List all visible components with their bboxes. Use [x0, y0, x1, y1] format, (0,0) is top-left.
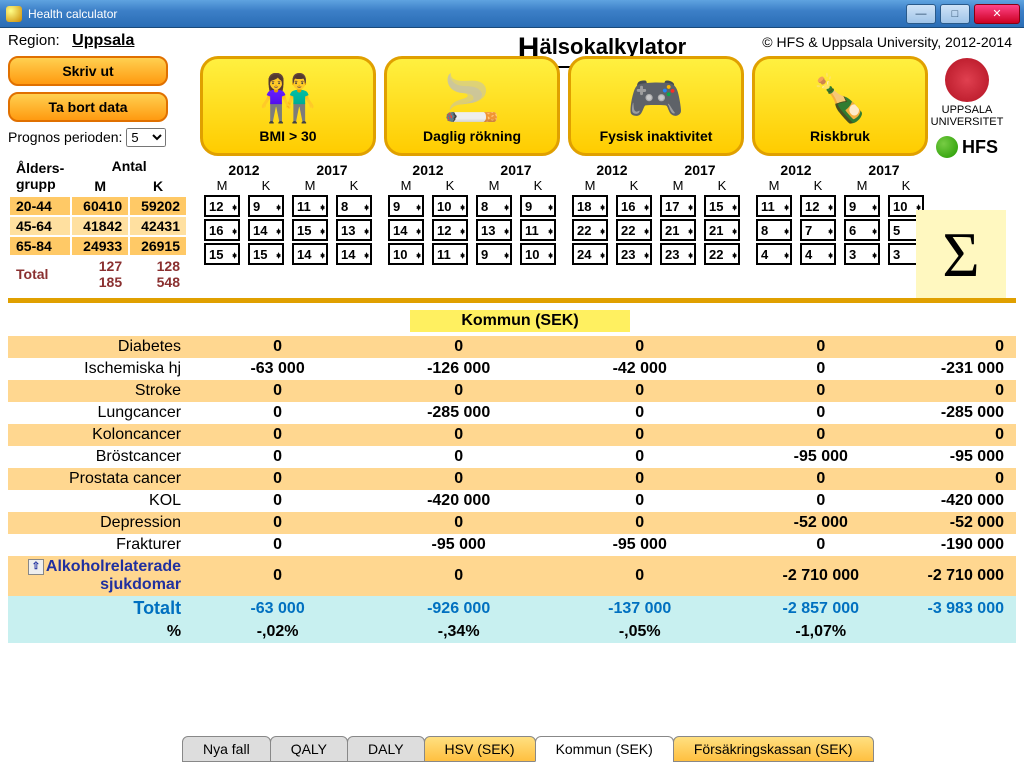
value-spinner[interactable]: 9	[476, 243, 512, 265]
value-spinner[interactable]: 22	[704, 243, 740, 265]
results-table: Diabetes00000Ischemiska hj-63 000-126 00…	[8, 336, 1016, 643]
uppsala-logo-icon	[945, 58, 989, 102]
value-spinner[interactable]: 13	[476, 219, 512, 241]
tab-nya-fall[interactable]: Nya fall	[182, 736, 271, 762]
hfs-label: HFS	[962, 137, 998, 158]
value-spinner[interactable]: 11	[756, 195, 792, 217]
value-spinner[interactable]: 14	[388, 219, 424, 241]
close-button[interactable]: ✕	[974, 4, 1020, 24]
print-button[interactable]: Skriv ut	[8, 56, 168, 86]
disease-label: Bröstcancer	[8, 446, 187, 468]
value-spinner[interactable]: 9	[844, 195, 880, 217]
prognosis-select[interactable]: 5	[126, 128, 166, 147]
factor-phys[interactable]: 🎮Fysisk inaktivitet	[568, 56, 744, 156]
factor-bmi[interactable]: 👫BMI > 30	[200, 56, 376, 156]
value-spinner[interactable]: 14	[248, 219, 284, 241]
value-spinner[interactable]: 14	[292, 243, 328, 265]
disease-label: Ischemiska hj	[8, 358, 187, 380]
value-spinner[interactable]: 15	[704, 195, 740, 217]
disease-label: Prostata cancer	[8, 468, 187, 490]
value-spinner[interactable]: 7	[800, 219, 836, 241]
value-spinner[interactable]: 9	[520, 195, 556, 217]
value-spinner[interactable]: 13	[336, 219, 372, 241]
disease-label: Frakturer	[8, 534, 187, 556]
value-spinner[interactable]: 4	[800, 243, 836, 265]
value-spinner[interactable]: 10	[520, 243, 556, 265]
disease-label: ⇧Alkoholrelaterade sjukdomar	[8, 556, 187, 596]
tab-hsv-sek-[interactable]: HSV (SEK)	[424, 736, 536, 762]
window-title: Health calculator	[28, 7, 117, 21]
value-spinner[interactable]: 14	[336, 243, 372, 265]
tab-f-rs-kringskassan-sek-[interactable]: Försäkringskassan (SEK)	[673, 736, 874, 762]
uppsala-label: UPPSALA UNIVERSITET	[922, 104, 1012, 128]
value-spinner[interactable]: 21	[704, 219, 740, 241]
kommun-header: Kommun (SEK)	[410, 310, 630, 332]
sigma-icon: Σ	[916, 210, 1006, 300]
disease-label: Stroke	[8, 380, 187, 402]
maximize-button[interactable]: □	[940, 4, 970, 24]
tab-qaly[interactable]: QALY	[270, 736, 348, 762]
disease-label: Lungcancer	[8, 402, 187, 424]
prognosis-label: Prognos perioden:	[8, 129, 122, 145]
value-spinner[interactable]: 15	[248, 243, 284, 265]
risk-icon: 🍾	[811, 68, 868, 128]
value-spinner[interactable]: 4	[756, 243, 792, 265]
hfs-logo-icon	[936, 136, 958, 158]
disease-label: Depression	[8, 512, 187, 534]
value-spinner[interactable]: 17	[660, 195, 696, 217]
value-spinner[interactable]: 9	[388, 195, 424, 217]
value-spinner[interactable]: 12	[800, 195, 836, 217]
value-spinner[interactable]: 11	[520, 219, 556, 241]
phys-icon: 🎮	[627, 68, 684, 128]
region-value[interactable]: Uppsala	[72, 32, 134, 49]
factor-risk[interactable]: 🍾Riskbruk	[752, 56, 928, 156]
disease-label: Koloncancer	[8, 424, 187, 446]
disease-label: Diabetes	[8, 336, 187, 358]
value-spinner[interactable]: 15	[292, 219, 328, 241]
value-spinner[interactable]: 8	[476, 195, 512, 217]
value-spinner[interactable]: 15	[204, 243, 240, 265]
value-spinner[interactable]: 16	[204, 219, 240, 241]
value-spinner[interactable]: 10	[388, 243, 424, 265]
value-spinner[interactable]: 23	[660, 243, 696, 265]
app-icon	[6, 6, 22, 22]
value-spinner[interactable]: 18	[572, 195, 608, 217]
factor-smoke[interactable]: 🚬Daglig rökning	[384, 56, 560, 156]
expand-icon[interactable]: ⇧	[28, 559, 44, 575]
disease-label: %	[8, 621, 187, 643]
disease-label: KOL	[8, 490, 187, 512]
tab-kommun-sek-[interactable]: Kommun (SEK)	[535, 736, 674, 762]
value-spinner[interactable]: 11	[432, 243, 468, 265]
region-label: Region:	[8, 32, 60, 49]
value-spinner[interactable]: 3	[844, 243, 880, 265]
minimize-button[interactable]: —	[906, 4, 936, 24]
value-spinner[interactable]: 12	[204, 195, 240, 217]
value-spinner[interactable]: 16	[616, 195, 652, 217]
age-group-table: Ålders-gruppAntal MK 20-44604105920245-6…	[8, 155, 188, 293]
value-spinner[interactable]: 8	[756, 219, 792, 241]
value-spinner[interactable]: 10	[432, 195, 468, 217]
value-spinner[interactable]: 22	[616, 219, 652, 241]
smoke-icon: 🚬	[443, 68, 500, 128]
window-titlebar: Health calculator — □ ✕	[0, 0, 1024, 28]
clear-data-button[interactable]: Ta bort data	[8, 92, 168, 122]
disease-label: Totalt	[8, 596, 187, 621]
value-spinner[interactable]: 11	[292, 195, 328, 217]
bmi-icon: 👫	[259, 68, 316, 128]
value-spinner[interactable]: 22	[572, 219, 608, 241]
value-spinner[interactable]: 12	[432, 219, 468, 241]
divider	[8, 298, 1016, 303]
value-spinner[interactable]: 6	[844, 219, 880, 241]
value-spinner[interactable]: 9	[248, 195, 284, 217]
tab-daly[interactable]: DALY	[347, 736, 425, 762]
value-spinner[interactable]: 24	[572, 243, 608, 265]
value-spinner[interactable]: 23	[616, 243, 652, 265]
value-spinner[interactable]: 21	[660, 219, 696, 241]
value-spinner[interactable]: 8	[336, 195, 372, 217]
copyright-text: © HFS & Uppsala University, 2012-2014	[762, 34, 1012, 50]
